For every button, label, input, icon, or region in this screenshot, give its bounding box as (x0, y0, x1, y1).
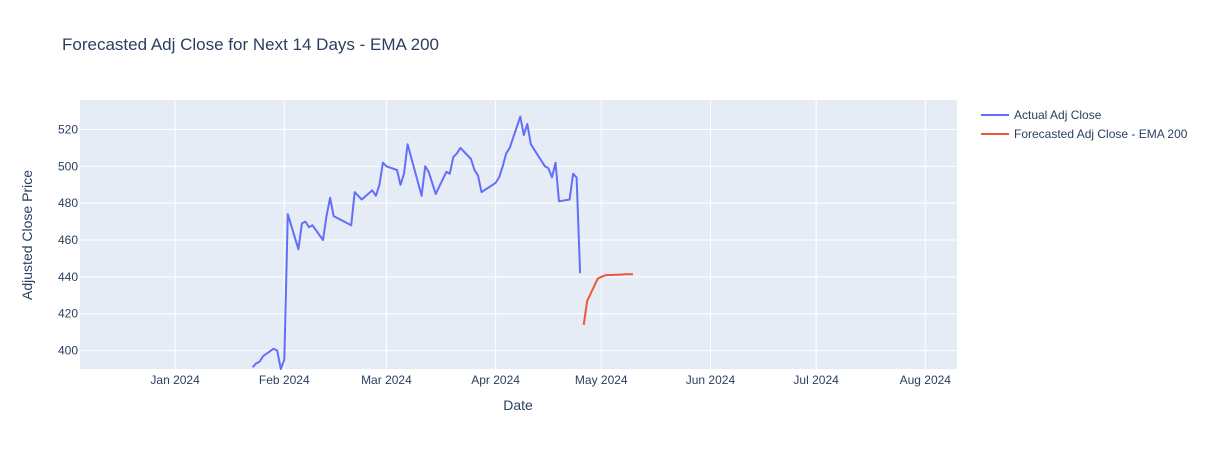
x-tick-label-4: May 2024 (575, 373, 628, 387)
y-tick-label-4: 480 (58, 196, 78, 210)
x-axis-title: Date (503, 397, 533, 413)
legend-item-1[interactable]: Forecasted Adj Close - EMA 200 (981, 127, 1188, 141)
x-tick-label-2: Mar 2024 (361, 373, 412, 387)
legend[interactable]: Actual Adj Close Forecasted Adj Close - E… (981, 108, 1188, 141)
x-tick-label-6: Jul 2024 (793, 373, 839, 387)
y-tick-label-2: 440 (58, 270, 78, 284)
series-lines (251, 115, 633, 370)
y-tick-label-5: 500 (58, 159, 78, 173)
tick-labels: 400 420 440 460 480 500 520 Jan 2024 Feb 2024 Mar… (58, 122, 951, 387)
x-tick-label-3: Apr 2024 (471, 373, 520, 387)
series-line-1 (582, 273, 633, 325)
chart-title: Forecasted Adj Close for Next 14 Days - … (62, 35, 439, 54)
y-tick-label-3: 460 (58, 233, 78, 247)
legend-item-0[interactable]: Actual Adj Close (981, 108, 1102, 122)
legend-label-0: Actual Adj Close (1014, 108, 1102, 122)
x-tick-label-7: Aug 2024 (900, 373, 952, 387)
y-axis-title: Adjusted Close Price (19, 170, 35, 300)
y-tick-label-0: 400 (58, 344, 78, 358)
plot-area (80, 100, 957, 369)
y-tick-label-6: 520 (58, 122, 78, 136)
series-line-0 (251, 115, 582, 370)
grid-lines (80, 100, 957, 369)
x-tick-label-0: Jan 2024 (150, 373, 200, 387)
x-tick-label-5: Jun 2024 (686, 373, 736, 387)
y-tick-label-1: 420 (58, 307, 78, 321)
legend-label-1: Forecasted Adj Close - EMA 200 (1014, 127, 1188, 141)
x-tick-label-1: Feb 2024 (259, 373, 310, 387)
